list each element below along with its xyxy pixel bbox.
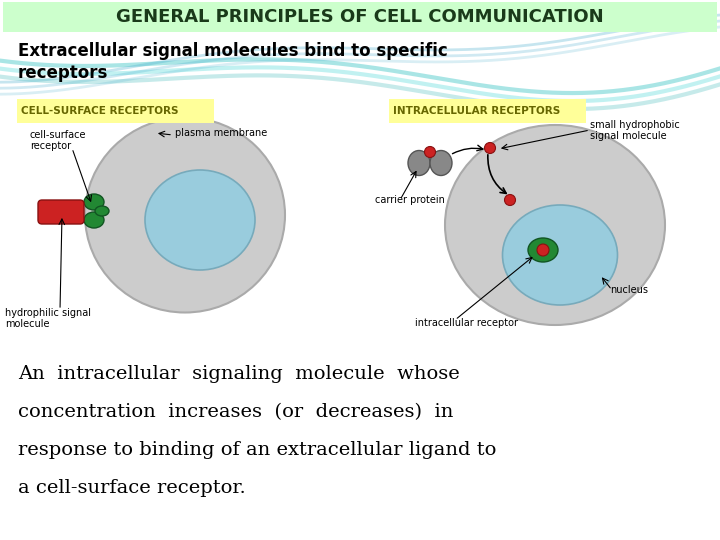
Text: receptor: receptor	[30, 141, 71, 151]
FancyBboxPatch shape	[389, 99, 586, 123]
Text: plasma membrane: plasma membrane	[175, 128, 267, 138]
Ellipse shape	[445, 125, 665, 325]
Text: intracellular receptor: intracellular receptor	[415, 318, 518, 328]
Ellipse shape	[145, 170, 255, 270]
Ellipse shape	[85, 118, 285, 313]
Text: a cell-surface receptor.: a cell-surface receptor.	[18, 479, 246, 497]
Text: hydrophilic signal: hydrophilic signal	[5, 308, 91, 318]
Ellipse shape	[84, 212, 104, 228]
Text: response to binding of an extracellular ligand to: response to binding of an extracellular …	[18, 441, 496, 459]
Text: An  intracellular  signaling  molecule  whose: An intracellular signaling molecule whos…	[18, 365, 460, 383]
Circle shape	[485, 143, 495, 153]
FancyBboxPatch shape	[3, 2, 717, 32]
Ellipse shape	[84, 194, 104, 210]
Text: carrier protein: carrier protein	[375, 195, 445, 205]
Text: Extracellular signal molecules bind to specific
receptors: Extracellular signal molecules bind to s…	[18, 42, 448, 82]
Circle shape	[505, 194, 516, 206]
Text: small hydrophobic: small hydrophobic	[590, 120, 680, 130]
Circle shape	[425, 146, 436, 158]
Ellipse shape	[95, 206, 109, 216]
FancyBboxPatch shape	[17, 99, 214, 123]
Ellipse shape	[430, 151, 452, 176]
Text: CELL-SURFACE RECEPTORS: CELL-SURFACE RECEPTORS	[21, 106, 179, 116]
Text: nucleus: nucleus	[610, 285, 648, 295]
Ellipse shape	[528, 238, 558, 262]
Text: molecule: molecule	[5, 319, 50, 329]
Text: signal molecule: signal molecule	[590, 131, 667, 141]
FancyBboxPatch shape	[38, 200, 84, 224]
Text: concentration  increases  (or  decreases)  in: concentration increases (or decreases) i…	[18, 403, 454, 421]
Ellipse shape	[408, 151, 430, 176]
Circle shape	[537, 244, 549, 256]
Ellipse shape	[503, 205, 618, 305]
Text: INTRACELLULAR RECEPTORS: INTRACELLULAR RECEPTORS	[393, 106, 560, 116]
Text: GENERAL PRINCIPLES OF CELL COMMUNICATION: GENERAL PRINCIPLES OF CELL COMMUNICATION	[116, 8, 604, 26]
Text: cell-surface: cell-surface	[30, 130, 86, 140]
